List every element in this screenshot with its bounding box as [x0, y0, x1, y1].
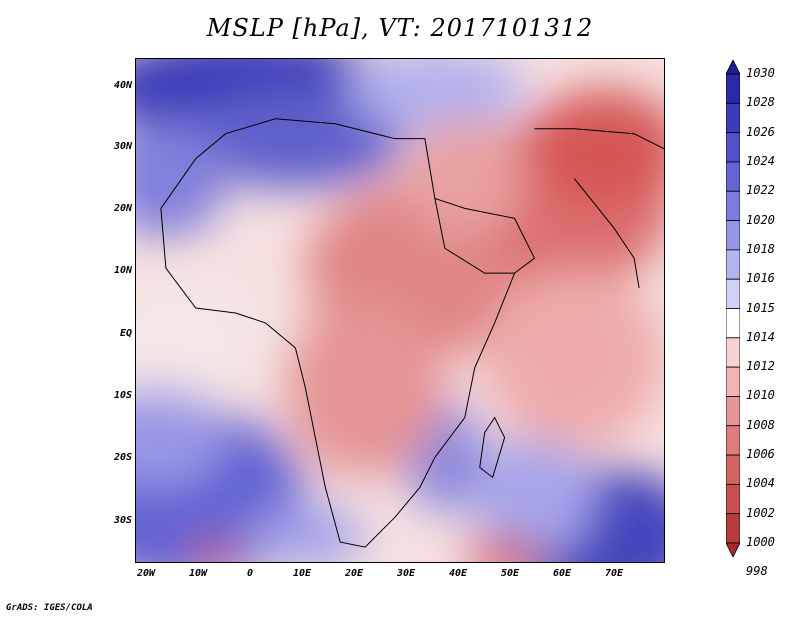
lat-label: 10N [113, 265, 132, 276]
lat-label: 10S [113, 390, 132, 401]
lat-label: 20S [113, 452, 132, 463]
colorbar-label: 1002 [746, 505, 775, 520]
colorbar-label: 1016 [746, 271, 775, 286]
lat-label: 30N [113, 141, 132, 152]
colorbar-label: 1018 [746, 241, 775, 256]
colorbar-swatch [726, 73, 740, 104]
colorbar-label: 1015 [746, 300, 775, 315]
colorbar-label: 1022 [746, 183, 775, 198]
lat-label: 40N [113, 80, 132, 91]
colorbar-swatch [726, 454, 740, 485]
lon-label: 70E [604, 568, 624, 579]
lon-label: 50E [500, 568, 520, 579]
colorbar-swatch [726, 513, 740, 544]
colorbar-swatch [726, 483, 740, 515]
colorbar-swatch [726, 542, 740, 557]
map-title: MSLP [hPa], VT: 2017101312 [206, 14, 594, 42]
colorbar-swatch [726, 278, 740, 309]
colorbar-swatch [726, 396, 740, 427]
colorbar-label: 1020 [746, 212, 775, 227]
credit-text: GrADS: IGES/COLA [6, 603, 93, 613]
colorbar-swatch [726, 337, 740, 368]
colorbar-label: 1026 [746, 124, 775, 139]
lon-label: 60E [552, 568, 572, 579]
colorbar-swatch [726, 102, 740, 134]
colorbar-label: 998 [746, 564, 768, 579]
colorbar-swatch [726, 425, 740, 456]
lat-label: 30S [113, 515, 132, 526]
lon-label: 30E [396, 568, 416, 579]
colorbar-label: 1000 [746, 535, 775, 549]
colorbar-label: 1004 [746, 476, 775, 491]
lat-label: 20N [113, 203, 132, 214]
colorbar [726, 60, 740, 557]
lon-label: 20E [344, 568, 364, 579]
colorbar-label: 1024 [746, 153, 775, 168]
colorbar-swatch [726, 132, 740, 163]
lon-label: 10W [188, 568, 208, 579]
lat-label: EQ [119, 328, 132, 339]
colorbar-swatch [726, 190, 740, 221]
colorbar-label: 1030 [746, 66, 775, 80]
colorbar-swatch [726, 308, 740, 339]
colorbar-label: 1006 [746, 447, 775, 462]
colorbar-label: 1014 [746, 329, 775, 344]
colorbar-swatch [726, 366, 740, 397]
coastline [160, 118, 664, 548]
colorbar-label: 1010 [746, 388, 775, 403]
colorbar-swatch [726, 249, 740, 280]
pressure-field [136, 59, 664, 562]
colorbar-label: 1028 [746, 95, 775, 110]
colorbar-label: 1012 [746, 359, 775, 374]
colorbar-swatch [726, 161, 740, 192]
lon-label: 10E [292, 568, 312, 579]
pressure-map [135, 58, 665, 563]
lon-label: 0 [246, 568, 254, 579]
colorbar-swatch [726, 220, 740, 251]
colorbar-swatch [726, 60, 740, 75]
lon-label: 40E [448, 568, 468, 579]
colorbar-label: 1008 [746, 417, 775, 432]
lon-label: 20W [136, 568, 156, 579]
